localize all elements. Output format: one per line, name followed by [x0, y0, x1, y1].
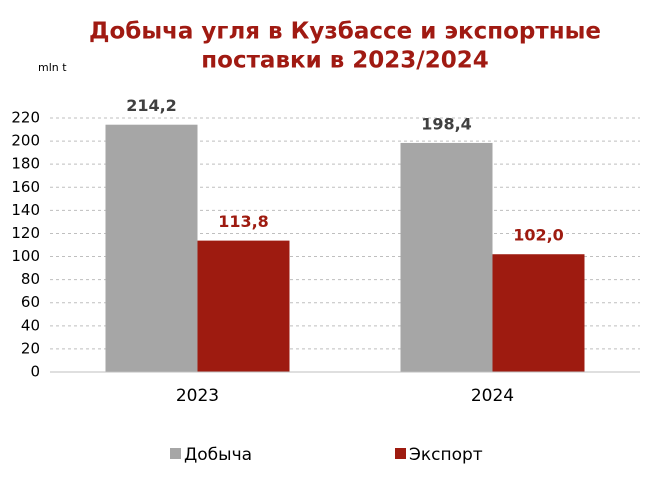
x-tick-label: 2023 [176, 386, 219, 406]
value-label: 102,0 [513, 226, 564, 245]
y-tick-label: 20 [21, 339, 40, 357]
bar [400, 142, 493, 372]
y-tick-label: 60 [21, 293, 40, 311]
y-unit: mln t [38, 61, 67, 74]
legend-swatch [170, 448, 181, 459]
x-tick-label: 2024 [471, 386, 514, 406]
y-tick-label: 160 [11, 178, 40, 196]
chart-title: поставки в 2023/2024 [201, 48, 488, 74]
y-tick-label: 40 [21, 316, 40, 334]
legend-swatch [395, 448, 406, 459]
value-label: 198,4 [421, 114, 472, 133]
y-tick-label: 180 [11, 155, 40, 173]
value-label: 214,2 [126, 96, 177, 115]
value-label: 113,8 [218, 212, 269, 231]
y-tick-label: 80 [21, 270, 40, 288]
y-tick-label: 200 [11, 132, 40, 150]
bar [105, 124, 198, 372]
y-tick-label: 100 [11, 247, 40, 265]
bar [197, 240, 290, 372]
y-tick-label: 220 [11, 109, 40, 127]
y-tick-label: 0 [30, 363, 40, 381]
y-tick-label: 140 [11, 201, 40, 219]
bar [492, 254, 585, 372]
legend-label: Добыча [184, 445, 252, 465]
y-tick-label: 120 [11, 224, 40, 242]
chart-title: Добыча угля в Кузбассе и экспортные [89, 19, 601, 45]
legend-label: Экспорт [409, 445, 483, 465]
